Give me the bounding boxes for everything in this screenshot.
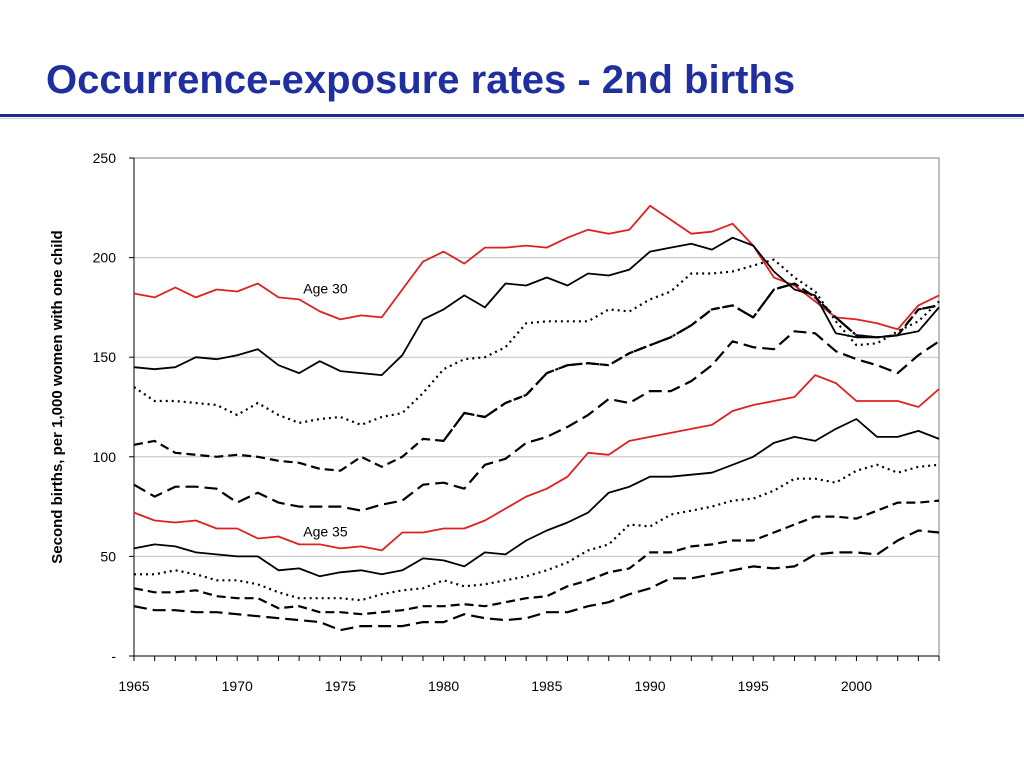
- y-axis-label: Second births, per 1,000 women with one …: [49, 230, 66, 563]
- series-line-1: [133, 204, 940, 331]
- series-line-10: [133, 499, 940, 616]
- y-tick-label: 150: [93, 349, 117, 365]
- annotation-label: Age 30: [303, 280, 348, 296]
- x-tick-label: 1965: [118, 678, 149, 694]
- x-tick-label: 1970: [222, 678, 253, 694]
- series-line-4: [442, 282, 940, 442]
- x-tick-label: 1980: [428, 678, 459, 694]
- series-line-7: [133, 374, 940, 552]
- annotations: Age 30 Age 35: [303, 280, 348, 539]
- series-line-3: [133, 258, 940, 426]
- y-tick-label: 200: [93, 250, 117, 266]
- series-line-9: [134, 463, 940, 602]
- x-tick-label: 1985: [531, 678, 562, 694]
- series-line-6: [133, 330, 940, 512]
- y-tick-label: 100: [93, 449, 117, 465]
- annotation-label: Age 35: [303, 523, 348, 539]
- title-divider: [0, 114, 1024, 117]
- y-tick-label: 50: [100, 548, 116, 564]
- series-line-11: [133, 529, 940, 632]
- x-tick-label: 1990: [634, 678, 665, 694]
- series-lines: [133, 204, 940, 632]
- axes: - 50 100 150 200 250 1965 1970 1975 1980 1985 1990 1…: [93, 150, 940, 694]
- y-tick-label: -: [111, 648, 116, 664]
- x-tick-label: 2000: [841, 678, 872, 694]
- series-line-8: [133, 418, 940, 578]
- x-tick-label: 1995: [738, 678, 769, 694]
- slide-title: Occurrence-exposure rates - 2nd births: [46, 58, 796, 102]
- plot-area: [133, 157, 940, 657]
- title-divider-light: [0, 118, 1024, 119]
- series-line-2: [133, 236, 940, 376]
- y-tick-label: 250: [93, 150, 117, 166]
- x-tick-label: 1975: [325, 678, 356, 694]
- series-line-5: [133, 282, 940, 472]
